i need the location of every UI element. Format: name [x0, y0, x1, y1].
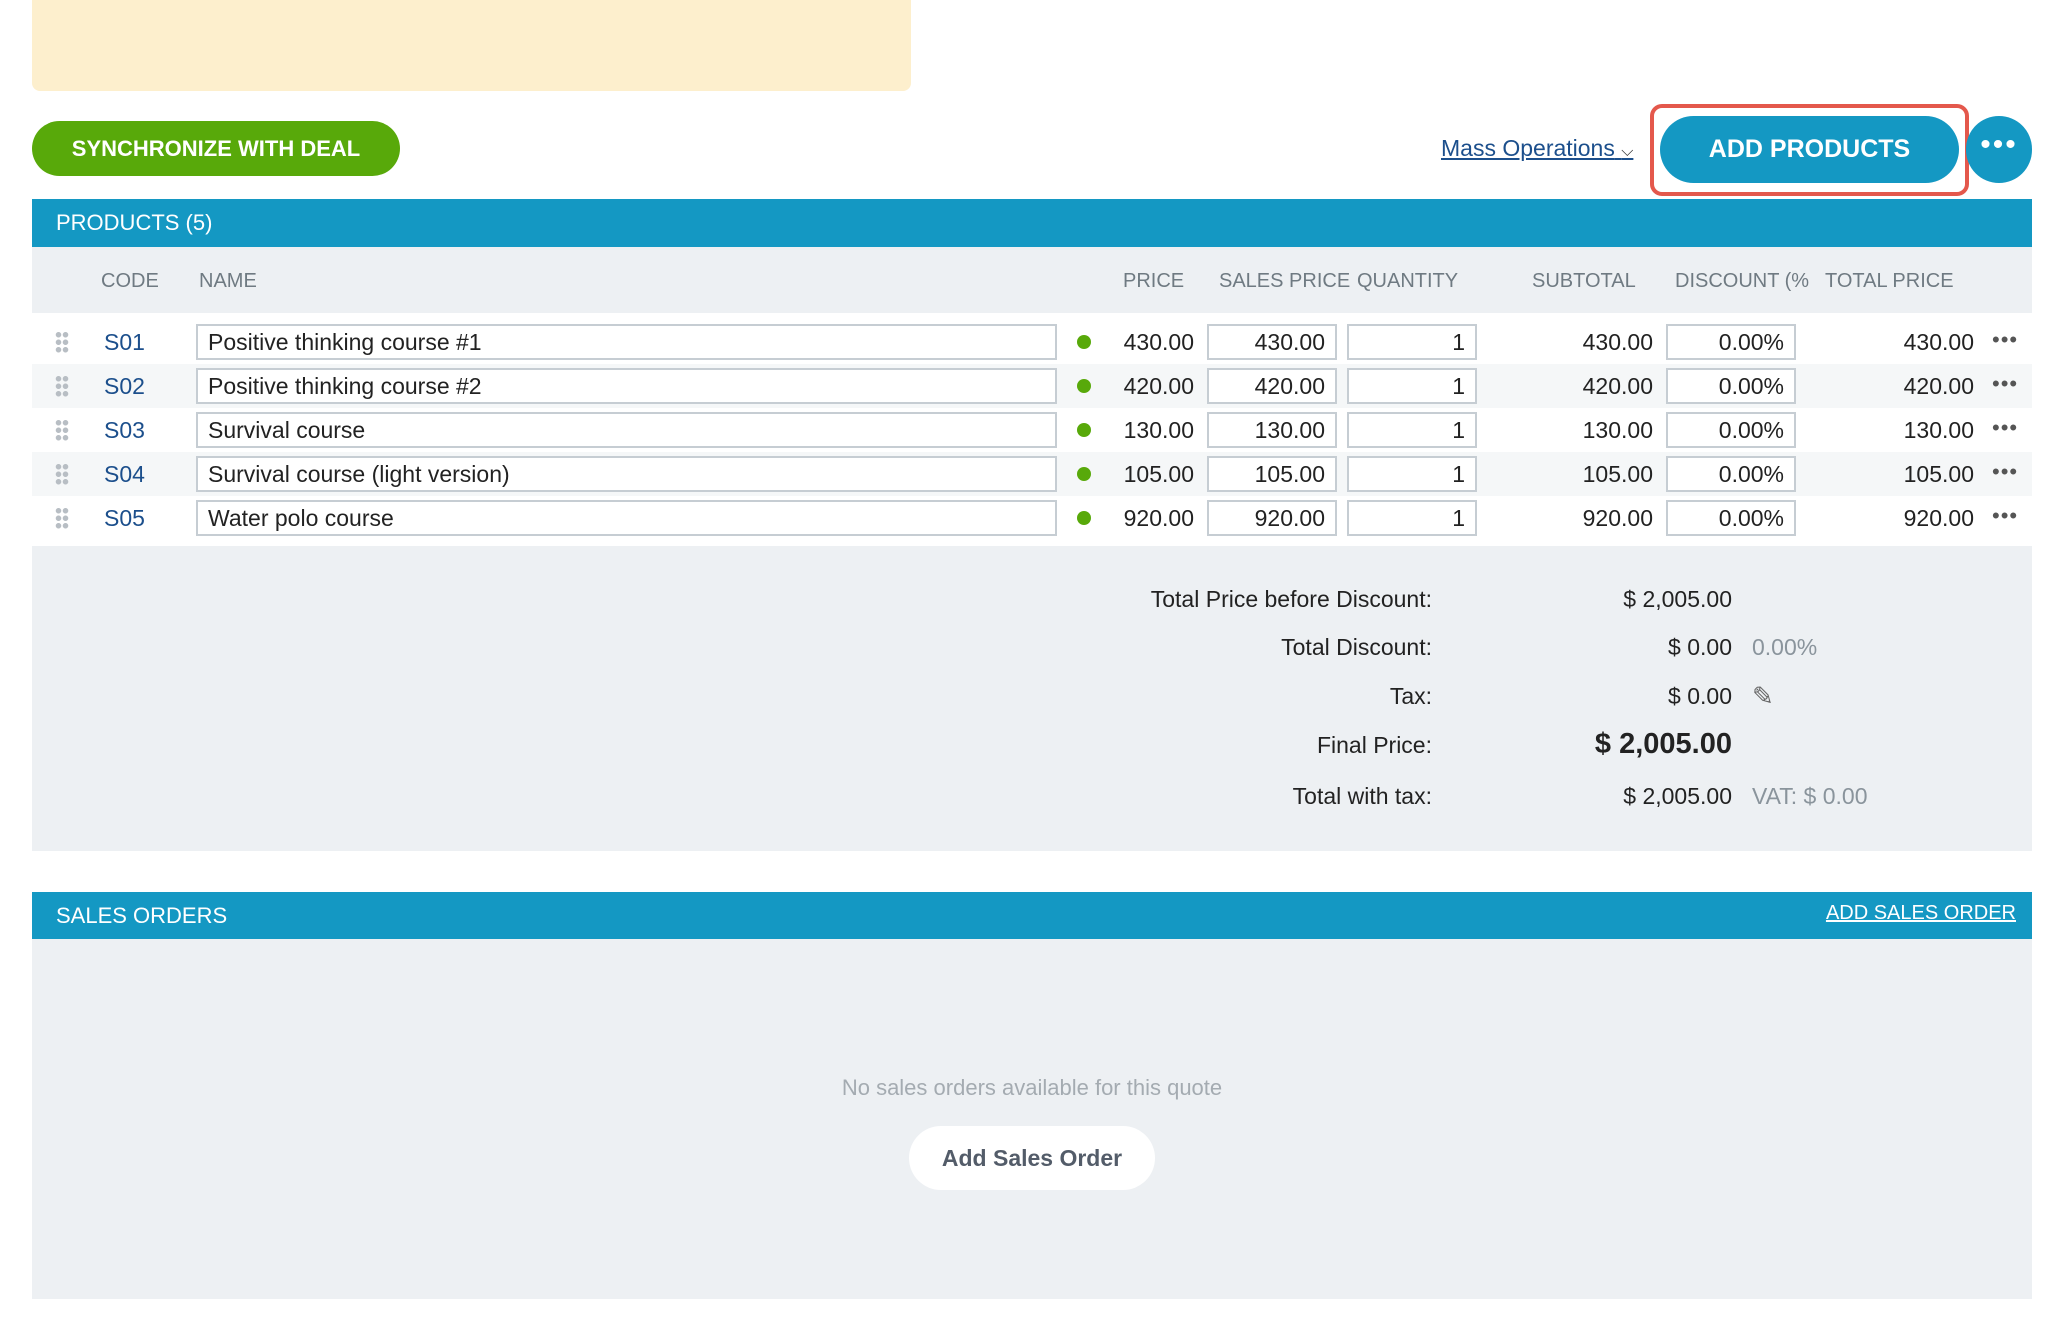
summary-value: $ 0.00: [1668, 683, 1732, 709]
columns-bar: [32, 247, 2032, 313]
row-menu[interactable]: •••: [1992, 371, 2019, 396]
name-input[interactable]: Positive thinking course #1: [196, 324, 1057, 360]
product-code[interactable]: S03: [104, 417, 145, 443]
total-price: 430.00: [1903, 329, 1974, 355]
subtotal: 420.00: [1582, 373, 1653, 399]
summary-label: Total Discount:: [1281, 634, 1432, 660]
row-menu[interactable]: •••: [1992, 415, 2019, 440]
price: 420.00: [1123, 373, 1194, 399]
column-header: SALES PRICE: [1219, 270, 1351, 292]
quantity-input[interactable]: 1: [1347, 412, 1477, 448]
more-button[interactable]: •••: [1966, 116, 2032, 183]
summary-label: Final Price:: [1316, 732, 1432, 758]
summary-value: $ 0.00: [1668, 634, 1732, 660]
total-price: 920.00: [1903, 505, 1974, 531]
subtotal: 130.00: [1582, 417, 1653, 443]
name-input[interactable]: Survival course: [196, 412, 1057, 448]
discount-input[interactable]: 0.00%: [1666, 368, 1796, 404]
add-products-button[interactable]: ADD PRODUCTS: [1660, 116, 1959, 183]
mass-operations-label[interactable]: Mass Operations: [1441, 135, 1615, 161]
mass-operations[interactable]: Mass Operations ⌵: [1441, 135, 1634, 161]
empty-message: No sales orders available for this quote: [841, 1075, 1223, 1100]
row-menu[interactable]: •••: [1992, 459, 2019, 484]
total-price: 130.00: [1903, 417, 1974, 443]
price: 105.00: [1123, 461, 1194, 487]
product-code[interactable]: S05: [104, 505, 145, 531]
column-header: DISCOUNT (%: [1675, 270, 1810, 292]
summary-value: $ 2,005.00: [1623, 783, 1732, 809]
price: 430.00: [1123, 329, 1194, 355]
column-header: QUANTITY: [1357, 270, 1459, 292]
sales-orders-title: SALES ORDERS: [56, 903, 228, 928]
sales-price-input[interactable]: 430.00: [1207, 324, 1337, 360]
quantity-input[interactable]: 1: [1347, 368, 1477, 404]
drag-handle: [55, 375, 69, 397]
discount-input[interactable]: 0.00%: [1666, 324, 1796, 360]
name-input[interactable]: Water polo course: [196, 500, 1057, 536]
edit-icon[interactable]: ✎: [1752, 681, 1774, 711]
subtotal: 430.00: [1582, 329, 1653, 355]
products-title: PRODUCTS (5): [56, 210, 213, 235]
summary-value: $ 2,005.00: [1623, 586, 1732, 612]
product-code[interactable]: S04: [104, 461, 145, 487]
column-header: NAME: [199, 270, 257, 292]
summary-extra: VAT: $ 0.00: [1752, 783, 1868, 809]
status-dot: [1077, 379, 1091, 393]
discount-input[interactable]: 0.00%: [1666, 456, 1796, 492]
discount-input[interactable]: 0.00%: [1666, 412, 1796, 448]
quantity-input[interactable]: 1: [1347, 324, 1477, 360]
column-header: SUBTOTAL: [1532, 270, 1636, 292]
summary-label: Total Price before Discount:: [1150, 586, 1432, 612]
total-price: 105.00: [1903, 461, 1974, 487]
drag-handle: [55, 331, 69, 353]
price: 920.00: [1123, 505, 1194, 531]
status-dot: [1077, 467, 1091, 481]
product-code[interactable]: S02: [104, 373, 145, 399]
sales-orders-body: [32, 939, 2032, 1299]
row-menu[interactable]: •••: [1992, 503, 2019, 528]
summary-label: Tax:: [1389, 683, 1432, 709]
status-dot: [1077, 335, 1091, 349]
drag-handle: [55, 507, 69, 529]
sync-button[interactable]: SYNCHRONIZE WITH DEAL: [32, 121, 400, 176]
summary-label: Total with tax:: [1292, 783, 1432, 809]
sales-orders-header: [32, 892, 2032, 939]
column-header: TOTAL PRICE: [1825, 270, 1954, 292]
name-input[interactable]: Positive thinking course #2: [196, 368, 1057, 404]
summary-extra: 0.00%: [1752, 634, 1818, 660]
notice-box: [32, 0, 911, 91]
sales-price-input[interactable]: 130.00: [1207, 412, 1337, 448]
quantity-input[interactable]: 1: [1347, 456, 1477, 492]
product-code[interactable]: S01: [104, 329, 145, 355]
summary-area: [32, 546, 2032, 851]
drag-handle: [55, 419, 69, 441]
add-sales-order-button[interactable]: Add Sales Order: [909, 1126, 1155, 1190]
summary-value: $ 2,005.00: [1594, 728, 1732, 760]
name-input[interactable]: Survival course (light version): [196, 456, 1057, 492]
status-dot: [1077, 423, 1091, 437]
subtotal: 920.00: [1582, 505, 1653, 531]
row-menu[interactable]: •••: [1992, 327, 2019, 352]
sales-price-input[interactable]: 420.00: [1207, 368, 1337, 404]
add-sales-order-link[interactable]: ADD SALES ORDER: [1825, 902, 2016, 924]
sales-price-input[interactable]: 105.00: [1207, 456, 1337, 492]
sales-price-input[interactable]: 920.00: [1207, 500, 1337, 536]
discount-input[interactable]: 0.00%: [1666, 500, 1796, 536]
products-header: [32, 199, 2032, 247]
status-dot: [1077, 511, 1091, 525]
column-header: PRICE: [1123, 270, 1185, 292]
column-header: CODE: [101, 270, 159, 292]
total-price: 420.00: [1903, 373, 1974, 399]
subtotal: 105.00: [1582, 461, 1653, 487]
quantity-input[interactable]: 1: [1347, 500, 1477, 536]
price: 130.00: [1123, 417, 1194, 443]
drag-handle: [55, 463, 69, 485]
